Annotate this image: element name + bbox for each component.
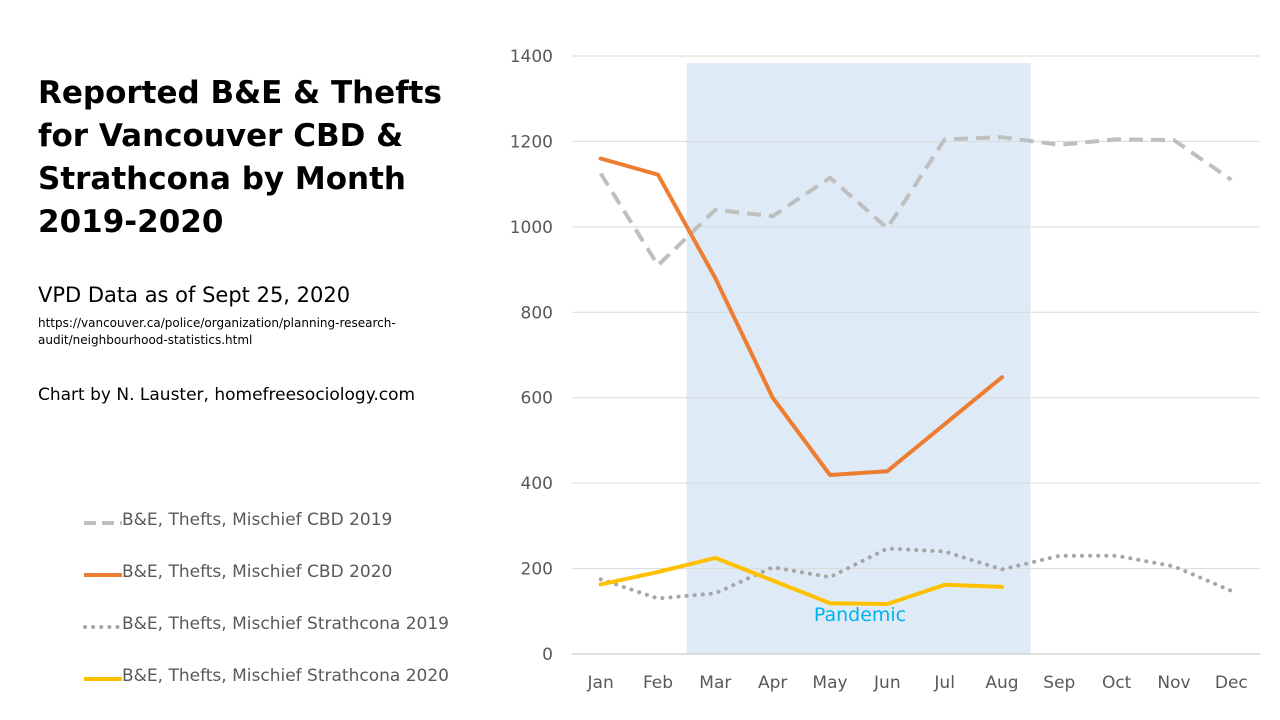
x-tick-label: Apr (758, 673, 787, 693)
legend-swatch-strathcona-2020 (84, 677, 122, 681)
x-tick-label: May (812, 673, 847, 693)
x-tick-label: Jul (933, 673, 955, 693)
x-tick-label: Sep (1043, 673, 1075, 693)
legend-label-cbd-2020: B&E, Thefts, Mischief CBD 2020 (122, 562, 393, 582)
series-line-2 (598, 546, 1234, 601)
chart-legend: B&E, Thefts, Mischief CBD 2019 B&E, Thef… (82, 508, 449, 716)
series-line-0 (599, 135, 1233, 268)
y-tick-label: 600 (521, 389, 553, 409)
x-tick-label: Dec (1215, 673, 1248, 693)
legend-swatch-cbd-2019 (84, 521, 122, 525)
x-tick-label: Oct (1102, 673, 1132, 693)
y-tick-label: 400 (521, 474, 553, 494)
chart-credit: Chart by N. Lauster, homefreesociology.c… (38, 385, 416, 405)
x-tick-label: Jan (587, 673, 614, 693)
pandemic-label: Pandemic (814, 604, 906, 626)
y-tick-label: 200 (521, 560, 553, 580)
legend-item-cbd-2019: B&E, Thefts, Mischief CBD 2019 (82, 508, 449, 560)
x-tick-label: Nov (1157, 673, 1190, 693)
pandemic-shaded-region (686, 63, 1031, 654)
page-title: Reported B&E & Thefts for Vancouver CBD … (38, 75, 442, 240)
legend-label-strathcona-2019: B&E, Thefts, Mischief Strathcona 2019 (122, 614, 449, 634)
legend-label-strathcona-2020: B&E, Thefts, Mischief Strathcona 2020 (122, 666, 449, 686)
series-line-3 (598, 555, 1004, 606)
x-tick-label: Feb (643, 673, 673, 693)
legend-swatch-strathcona-2019 (83, 625, 122, 629)
y-tick-label: 0 (542, 645, 553, 665)
x-tick-label: Jun (873, 673, 901, 693)
series-line-1 (598, 156, 1004, 477)
y-tick-label: 800 (521, 303, 553, 323)
legend-item-cbd-2020: B&E, Thefts, Mischief CBD 2020 (82, 560, 449, 612)
legend-item-strathcona-2020: B&E, Thefts, Mischief Strathcona 2020 (82, 664, 449, 716)
y-tick-label: 1200 (510, 132, 553, 152)
legend-swatch-cbd-2020 (84, 573, 122, 577)
y-tick-label: 1400 (510, 47, 553, 67)
y-tick-label: 1000 (510, 218, 553, 238)
data-date-subtitle: VPD Data as of Sept 25, 2020 (38, 283, 351, 307)
legend-item-strathcona-2019: B&E, Thefts, Mischief Strathcona 2019 (82, 612, 449, 664)
x-tick-label: Aug (985, 673, 1018, 693)
x-tick-label: Mar (699, 673, 731, 693)
legend-label-cbd-2019: B&E, Thefts, Mischief CBD 2019 (122, 510, 393, 530)
source-url: https://vancouver.ca/police/organization… (38, 316, 396, 347)
